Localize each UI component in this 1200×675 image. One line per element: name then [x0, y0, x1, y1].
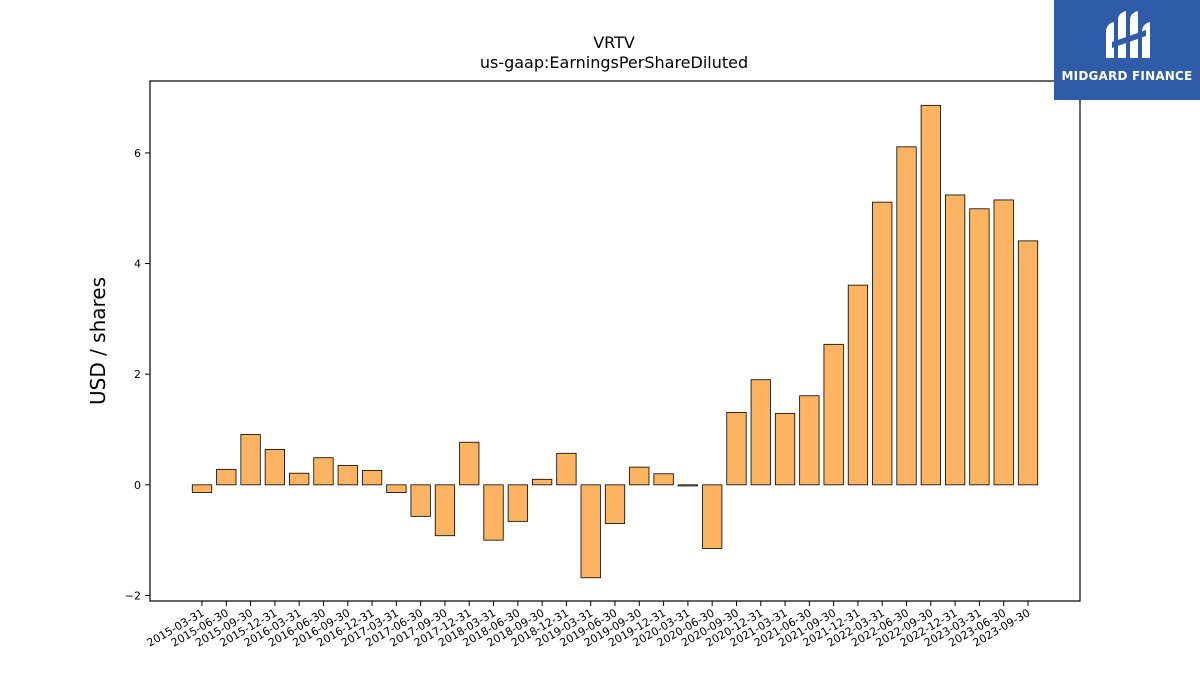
bar-2019-03-31 [580, 484, 601, 579]
bar-2017-12-31 [459, 441, 480, 486]
bar-2018-12-31 [556, 452, 577, 486]
bar-2020-06-30 [702, 484, 723, 549]
y-axis-ticks: −2 0 2 4 6 [125, 147, 150, 602]
bar-2021-12-31 [847, 284, 869, 486]
bar-2018-03-31 [483, 484, 504, 541]
chart-title: VRTV [593, 33, 635, 52]
bar-2022-03-31 [872, 201, 893, 486]
bar-2017-09-30 [434, 484, 456, 537]
logo-text: MIDGARD FINANCE [1061, 69, 1193, 83]
y-tick-label: 0 [134, 479, 141, 492]
bar-2019-06-30 [604, 484, 626, 524]
y-tick-label: 2 [134, 368, 141, 381]
bar-2023-09-30 [1017, 240, 1039, 486]
bar-2020-12-31 [750, 379, 771, 486]
bar-series [191, 104, 1039, 579]
logo-mark-icon [1106, 11, 1150, 58]
bar-2017-06-30 [410, 484, 431, 517]
bar-2017-03-31 [386, 484, 407, 493]
bar-2016-12-31 [361, 470, 383, 486]
bar-2015-12-31 [264, 449, 286, 486]
bar-2015-06-30 [216, 468, 237, 486]
plot-frame [149, 80, 1081, 602]
bar-2021-03-31 [774, 413, 796, 486]
bar-2016-09-30 [337, 465, 358, 486]
y-tick-label: −2 [125, 589, 141, 602]
bar-2019-09-30 [629, 466, 650, 486]
chart-subtitle: us-gaap:EarningsPerShareDiluted [480, 53, 748, 72]
y-tick-label: 4 [134, 258, 141, 271]
bar-2015-03-31 [191, 484, 213, 493]
midgard-finance-logo: MIDGARD FINANCE [1054, 0, 1200, 100]
bar-2019-12-31 [653, 473, 674, 486]
bar-2022-12-31 [945, 194, 966, 486]
bar-2020-03-31 [677, 484, 698, 487]
bar-2023-06-30 [993, 199, 1014, 486]
y-tick-label: 6 [134, 147, 141, 160]
bar-2016-03-31 [289, 472, 310, 486]
bar-2018-06-30 [507, 484, 528, 522]
x-axis-ticks: 2015-03-312015-06-302015-09-302015-12-31… [145, 601, 1033, 650]
bar-2016-06-30 [313, 457, 334, 486]
bar-2021-06-30 [799, 395, 820, 486]
bar-2021-09-30 [823, 343, 844, 486]
bar-2022-06-30 [896, 146, 917, 486]
bar-2018-09-30 [532, 478, 553, 486]
bar-2020-09-30 [726, 411, 747, 486]
bar-2023-03-31 [969, 208, 990, 486]
bar-2022-09-30 [920, 104, 941, 486]
y-axis-label: USD / shares [86, 277, 110, 405]
bar-2015-09-30 [240, 434, 261, 486]
